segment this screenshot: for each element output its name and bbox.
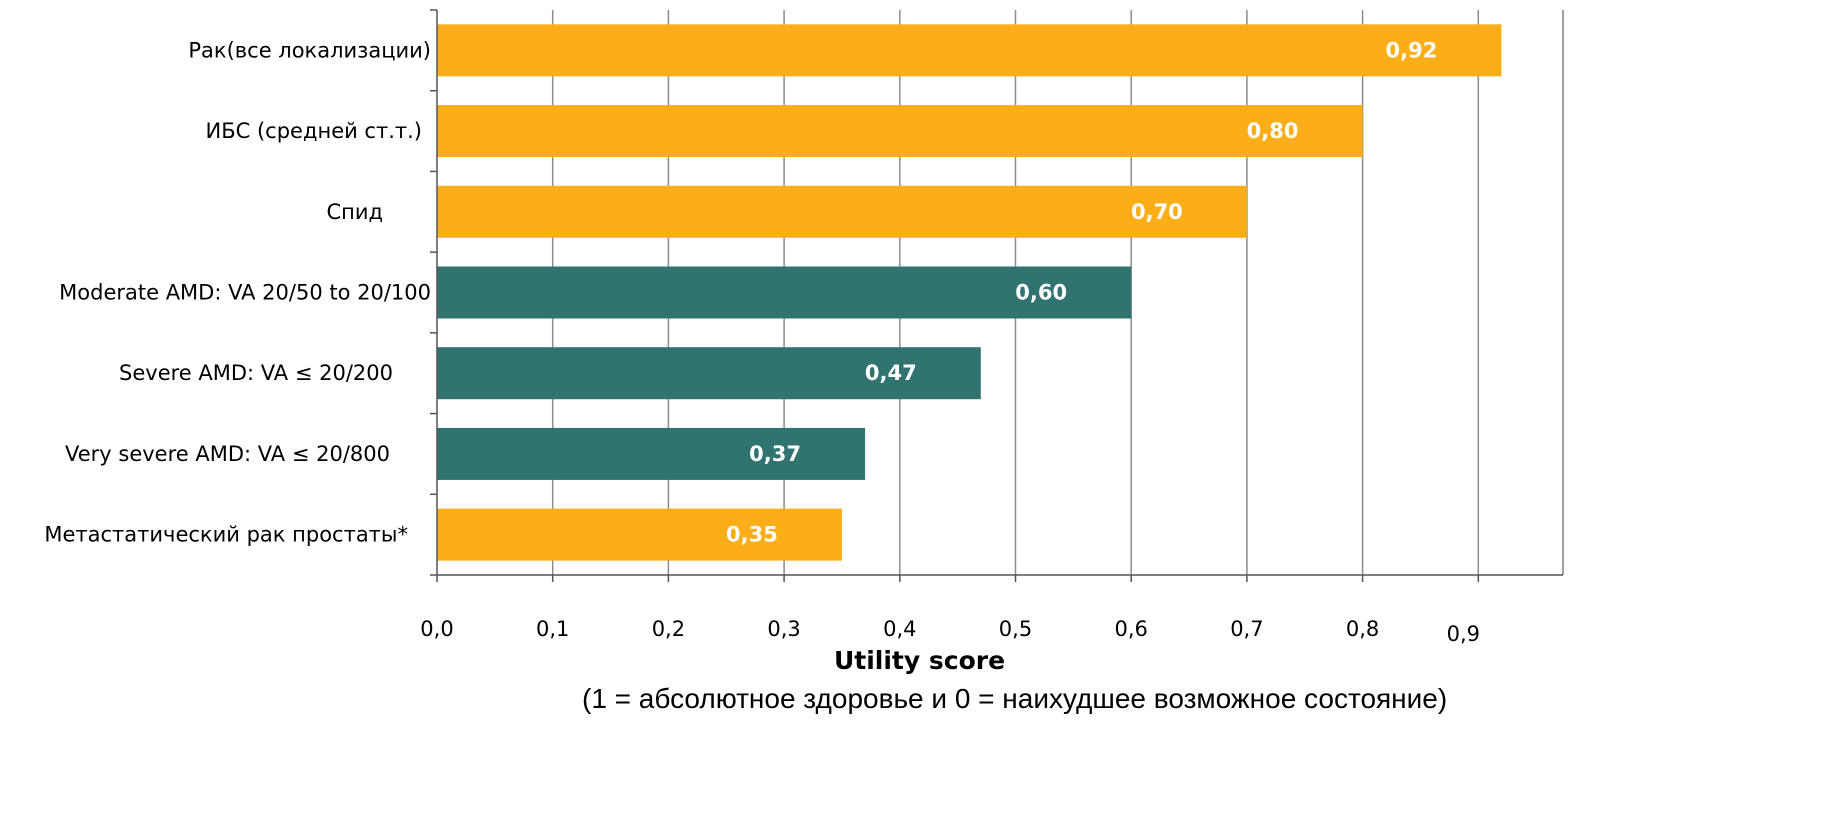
x-tick-label: 0,5 [999,617,1032,641]
bar [437,347,981,400]
axes [430,9,1564,582]
data-label: 0,70 [1131,200,1183,224]
x-tick-label: 0,1 [536,617,569,641]
x-axis-title: Utility score [833,646,1006,675]
x-tick-label: 0,7 [1230,617,1263,641]
bar [437,508,842,561]
category-label: Moderate AMD: VA 20/50 to 20/100 [59,281,431,305]
labels: 0,0 0,1 0,2 0,3 0,4 0,5 0,6 0,7 0,8 0,9 0,92 Рак(вс… [44,38,1480,646]
x-tick-label: 0,8 [1346,617,1379,641]
data-label: 0,60 [1015,281,1067,305]
x-axis-subtitle: (1 = абсолютное здоровье и 0 = наихудшее… [582,683,1448,714]
bar [437,427,866,480]
bar [437,105,1363,158]
x-tick-label: 0,2 [652,617,685,641]
category-label: Спид [326,200,383,224]
bars [437,24,1502,561]
x-tick-label: 0,6 [1114,617,1147,641]
category-label: Рак(все локализации) [188,38,431,62]
x-tick-label: 0,0 [420,617,453,641]
bar [437,24,1502,77]
x-tick-label: 0,4 [883,617,916,641]
x-tick-label: 0,9 [1447,622,1480,646]
category-label: Метастатический рак простаты* [44,523,408,547]
category-label: Very severe AMD: VA ≤ 20/800 [65,442,390,466]
data-label: 0,47 [865,361,917,385]
category-label: Severe AMD: VA ≤ 20/200 [119,361,393,385]
bar [437,185,1247,238]
x-tick-label: 0,3 [767,617,800,641]
category-label: ИБС (средней ст.т.) [206,119,423,143]
bar [437,266,1132,319]
data-label: 0,80 [1247,119,1299,143]
data-label: 0,37 [749,442,801,466]
data-label: 0,35 [726,523,778,547]
data-label: 0,92 [1386,38,1438,62]
